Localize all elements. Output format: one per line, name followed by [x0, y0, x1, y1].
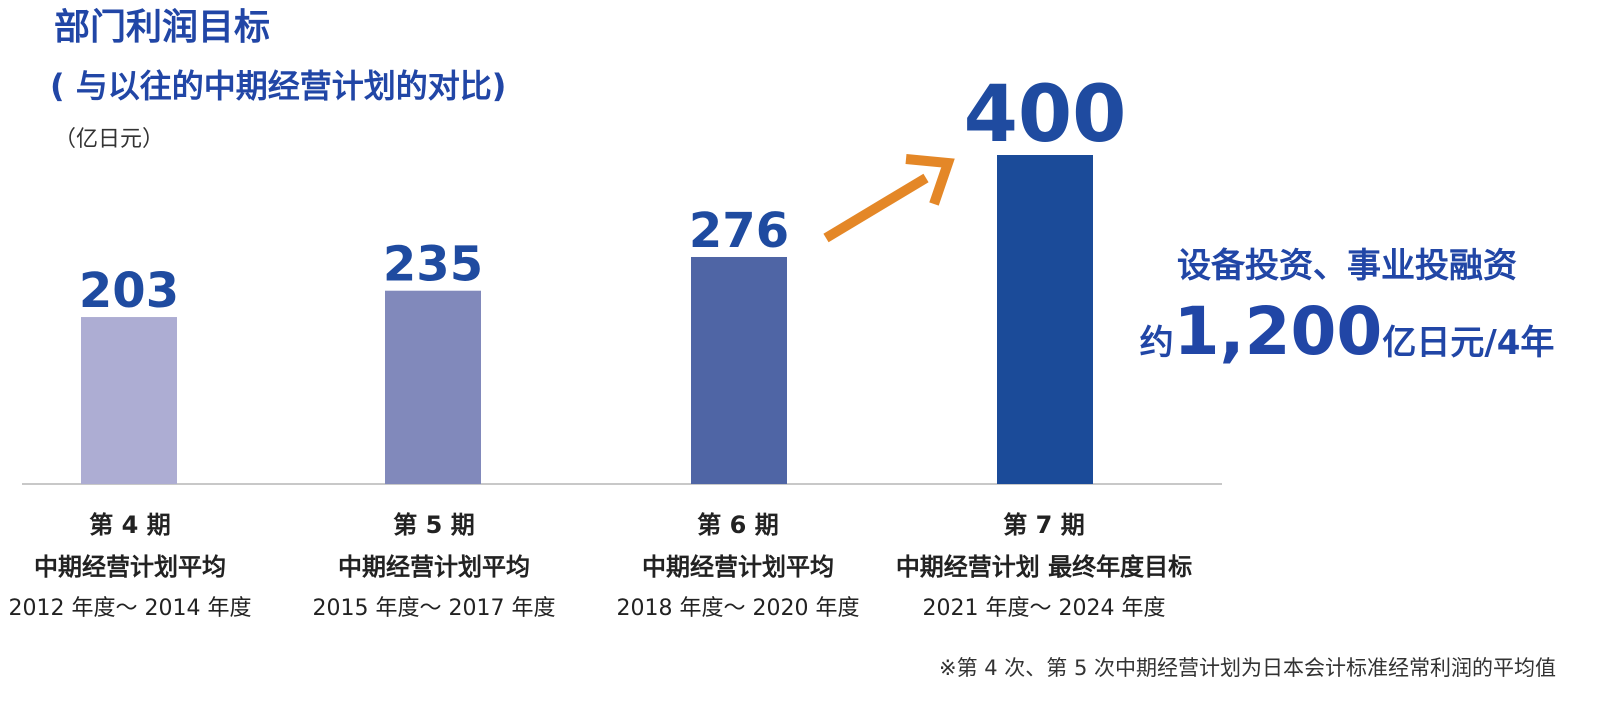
- chart-subtitle: ( 与以往的中期经营计划的对比): [50, 67, 507, 105]
- category-label-1: 第 4 期 中期经营计划平均 2012 年度～ 2014 年度: [0, 504, 280, 630]
- category-plan: 中期经营计划平均: [338, 553, 530, 581]
- value-label-2: 235: [383, 237, 483, 293]
- category-period: 第 4 期: [89, 511, 171, 539]
- category-label-2: 第 5 期 中期经营计划平均 2015 年度～ 2017 年度: [284, 504, 584, 630]
- category-period: 第 5 期: [393, 511, 475, 539]
- callout-amount-line: 约1,200亿日元/4年: [1112, 292, 1582, 389]
- growth-arrow-shaft: [823, 173, 929, 243]
- callout-prefix: 约: [1139, 323, 1174, 363]
- bar-2: [385, 290, 481, 484]
- category-years: 2021 年度～ 2024 年度: [922, 596, 1166, 621]
- chart-title: 部门利润目标: [54, 7, 271, 48]
- category-years: 2015 年度～ 2017 年度: [312, 596, 556, 621]
- category-years: 2018 年度～ 2020 年度: [616, 596, 860, 621]
- callout-suffix: 亿日元/4年: [1382, 323, 1555, 363]
- bar-1: [81, 317, 177, 484]
- growth-arrow-head: [905, 154, 955, 206]
- category-period: 第 6 期: [697, 511, 779, 539]
- investment-callout: 设备投资、事业投融资 约1,200亿日元/4年: [1112, 240, 1582, 389]
- category-years: 2012 年度～ 2014 年度: [8, 596, 252, 621]
- value-label-4: 400: [964, 70, 1127, 160]
- category-label-4: 第 7 期 中期经营计划 最终年度目标 2021 年度～ 2024 年度: [894, 504, 1194, 630]
- value-label-3: 276: [689, 203, 789, 259]
- category-plan: 中期经营计划平均: [642, 553, 834, 581]
- category-label-3: 第 6 期 中期经营计划平均 2018 年度～ 2020 年度: [588, 504, 888, 630]
- category-plan: 中期经营计划 最终年度目标: [895, 553, 1193, 581]
- footnote: ※第 4 次、第 5 次中期经营计划为日本会计标准经常利润的平均值: [938, 656, 1556, 680]
- category-period: 第 7 期: [1003, 511, 1085, 539]
- value-label-1: 203: [79, 263, 179, 319]
- bar-4: [997, 155, 1093, 484]
- callout-heading: 设备投资、事业投融资: [1177, 246, 1517, 286]
- bar-3: [691, 256, 787, 484]
- callout-amount: 1,200: [1173, 293, 1383, 370]
- unit-label: （亿日元）: [54, 127, 165, 152]
- category-plan: 中期经营计划平均: [34, 553, 226, 581]
